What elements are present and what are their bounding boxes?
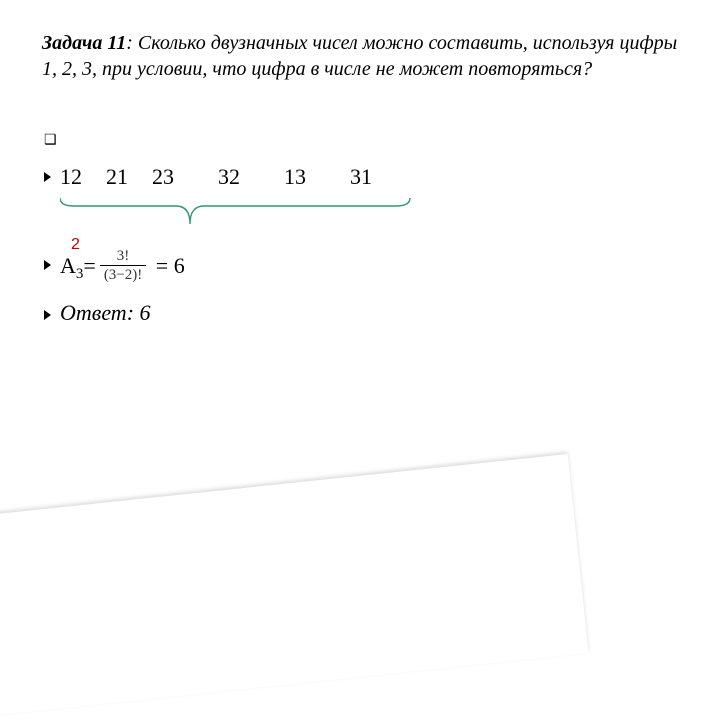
slide: { "title": { "label": "Задача 11", "text…	[0, 0, 720, 540]
problem-text: : Сколько двузначных чисел можно состави…	[42, 32, 677, 80]
bullet-formula	[44, 260, 51, 270]
decorative-footer-shape	[0, 454, 589, 726]
formula-result: 6	[174, 253, 185, 278]
number-item: 23	[152, 164, 174, 190]
formula-fraction: 3!(3−2)!	[100, 248, 146, 284]
formula-base: A	[60, 253, 76, 278]
bullet-numbers	[44, 172, 51, 182]
fraction-denominator: (3−2)!	[100, 266, 146, 284]
bullet-answer	[44, 310, 51, 320]
answer-value: 6	[140, 300, 151, 325]
bullet-empty: ❑	[44, 131, 57, 148]
answer: Ответ: 6	[60, 300, 151, 326]
number-item: 31	[350, 164, 372, 190]
formula: A3=3!(3−2)! = 6	[60, 250, 185, 286]
fraction-numerator: 3!	[100, 248, 146, 266]
number-item: 13	[284, 164, 306, 190]
number-item: 32	[218, 164, 240, 190]
number-item: 12	[60, 164, 82, 190]
brace-connector	[60, 196, 420, 230]
problem-title: Задача 11: Сколько двузначных чисел можн…	[42, 30, 682, 82]
answer-label: Ответ:	[60, 300, 134, 325]
formula-equals: =	[156, 253, 174, 278]
number-list: 12 21 23 32 13 31	[60, 164, 372, 190]
problem-label: Задача 11	[42, 32, 126, 54]
number-item: 21	[106, 164, 128, 190]
